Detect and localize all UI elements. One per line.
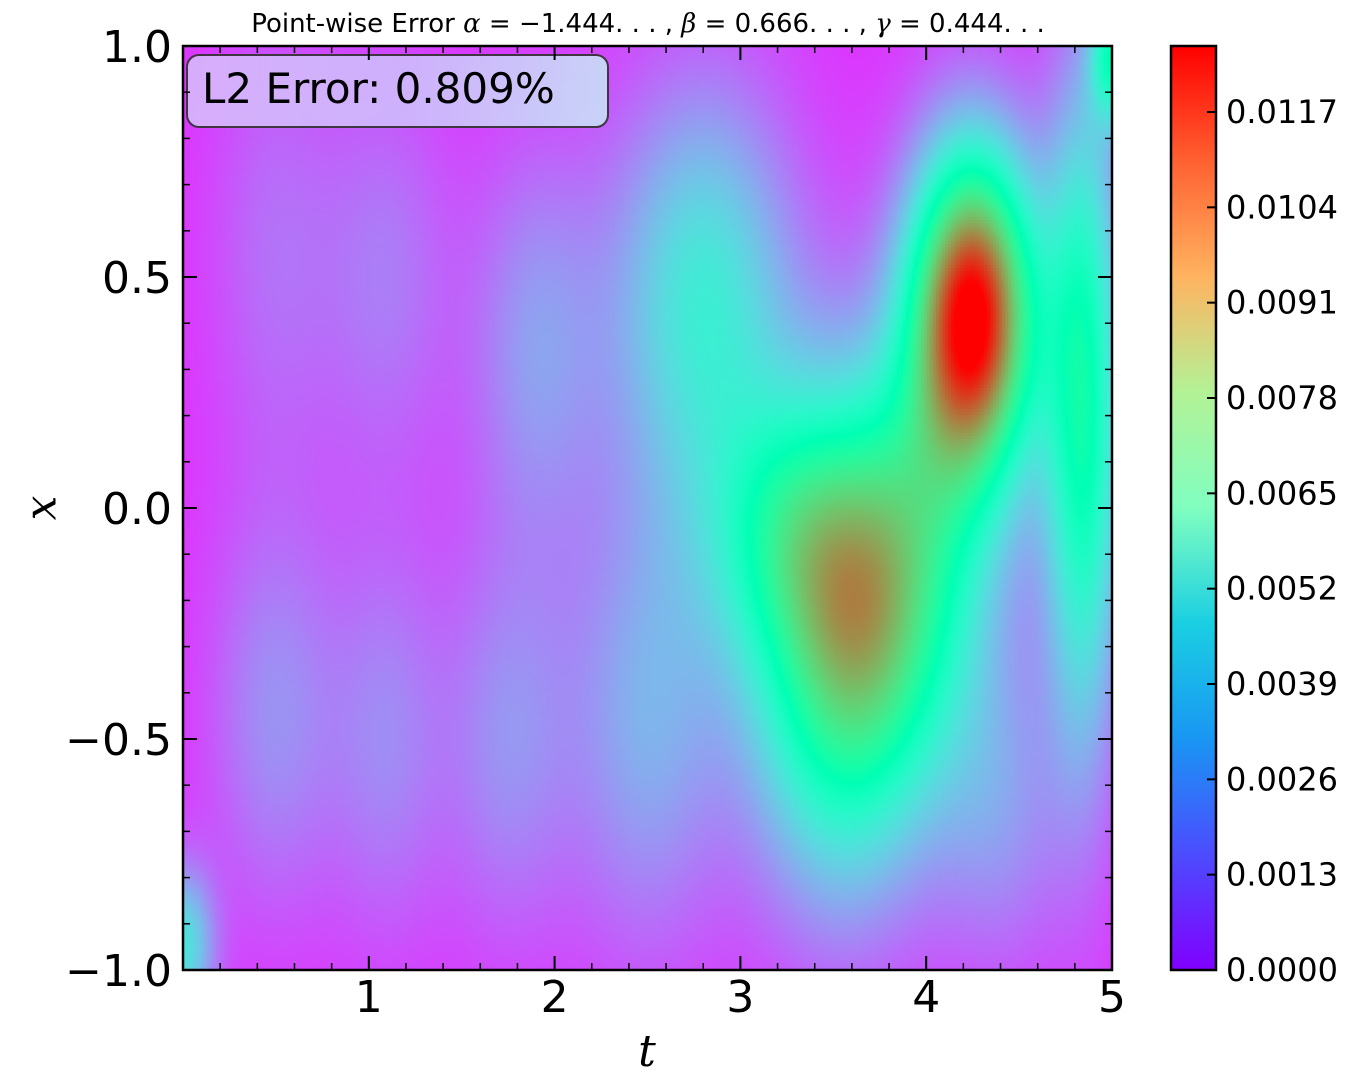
x-tick-label: 2 [541, 972, 569, 1023]
x-tick-label: 1 [355, 972, 383, 1023]
colorbar-frame [1169, 44, 1218, 972]
x-tick-labels: 1 2 3 4 5 [355, 972, 1126, 1023]
colorbar-tick-label: 0.0000 [1226, 951, 1338, 989]
colorbar-tick-label: 0.0104 [1226, 188, 1338, 226]
heatmap-image [183, 46, 1112, 970]
y-axis-label: x [16, 495, 67, 520]
x-axis-label: t [638, 1026, 656, 1077]
colorbar-tick-label: 0.0091 [1226, 284, 1338, 322]
l2-error-annotation: L2 Error: 0.809% [186, 54, 609, 128]
colorbar-ticks [1207, 111, 1216, 971]
heatmap-canvas [183, 46, 1112, 970]
colorbar-tick-label: 0.0078 [1226, 379, 1338, 417]
colorbar-tick-label: 0.0065 [1226, 474, 1338, 512]
colorbar-tick-label: 0.0026 [1226, 760, 1338, 798]
colorbar-gradient [1171, 46, 1216, 970]
y-tick-label: 1.0 [102, 22, 172, 73]
title-gamma-symbol: γ [875, 9, 891, 39]
colorbar-tick-label: 0.0013 [1226, 856, 1338, 894]
title-alpha-value: = −1.444. . . , [481, 9, 682, 39]
y-tick-label: 0.5 [102, 253, 172, 304]
annotation-text: L2 Error: 0.809% [202, 64, 555, 113]
colorbar-tick-label: 0.0052 [1226, 570, 1338, 608]
y-tick-label: −0.5 [65, 715, 172, 766]
title-alpha-symbol: α [463, 9, 481, 39]
chart-title: Point-wise Error α = −1.444. . . , β = 0… [251, 9, 1045, 39]
x-tick-label: 3 [726, 972, 754, 1023]
title-beta-symbol: β [680, 9, 696, 39]
title-gamma-value: = 0.444. . . [891, 9, 1045, 39]
colorbar-tick-labels: 0.0000 0.0013 0.0026 0.0039 0.0052 0.0065 0.00… [1226, 93, 1338, 989]
y-tick-labels: −1.0 −0.5 0.0 0.5 1.0 [65, 22, 172, 997]
annotation-box [186, 54, 609, 128]
x-tick-label: 4 [912, 972, 940, 1023]
x-tick-label: 5 [1098, 972, 1126, 1023]
colorbar-tick-label: 0.0117 [1226, 93, 1338, 131]
colorbar: 0.0000 0.0013 0.0026 0.0039 0.0052 0.0065 0.00… [1169, 44, 1338, 989]
colorbar-tick-label: 0.0039 [1226, 665, 1338, 703]
axis-ticks [182, 45, 1113, 971]
y-tick-label: −1.0 [65, 946, 172, 997]
title-beta-value: = 0.666. . . , [696, 9, 875, 39]
title-prefix: Point-wise Error [251, 9, 463, 39]
y-tick-label: 0.0 [102, 484, 172, 535]
